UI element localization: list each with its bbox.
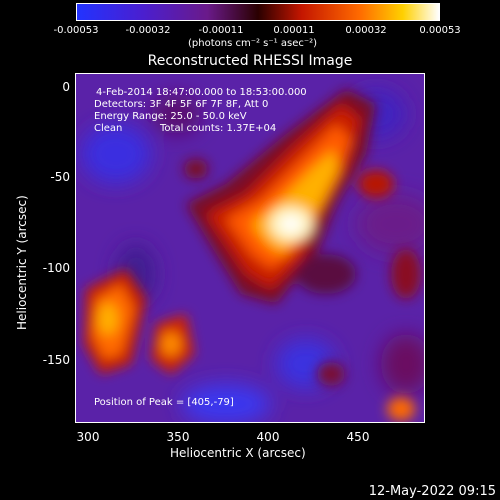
colorbar-tick-label: 0.00032 <box>345 25 387 36</box>
y-tick-label: -100 <box>42 261 70 275</box>
colorbar-tick-label: -0.00053 <box>53 25 99 36</box>
x-axis-label: Heliocentric X (arcsec) <box>170 446 306 460</box>
timestamp: 12-May-2022 09:15 <box>368 484 496 499</box>
colorbar-tick-label: 0.00053 <box>419 25 461 36</box>
emission-source <box>84 89 421 421</box>
rhessi-image-svg <box>76 74 424 422</box>
colorbar-units: (photons cm⁻² s⁻¹ asec⁻²) <box>188 38 318 49</box>
rhessi-image <box>75 73 425 423</box>
y-tick-label: 0 <box>62 80 70 94</box>
y-tick-label: -50 <box>50 170 70 184</box>
x-tick-label: 350 <box>166 430 190 444</box>
image-title: Reconstructed RHESSI Image <box>147 53 353 69</box>
x-tick-label: 300 <box>76 430 100 444</box>
colorbar-tick-label: -0.00011 <box>198 25 244 36</box>
x-tick-label: 400 <box>256 430 280 444</box>
clean-label: Clean <box>94 123 123 134</box>
colorbar-tick-label: -0.00032 <box>125 25 171 36</box>
energy-range-label: Energy Range: 25.0 - 50.0 keV <box>94 111 247 122</box>
detectors-label: Detectors: 3F 4F 5F 6F 7F 8F, Att 0 <box>94 99 269 110</box>
total-counts-label: Total counts: 1.37E+04 <box>160 123 277 134</box>
colorbar <box>76 3 440 21</box>
y-tick-label: -150 <box>42 353 70 367</box>
peak-position-label: Position of Peak = [405,-79] <box>94 397 234 408</box>
y-axis-label: Heliocentric Y (arcsec) <box>15 195 29 330</box>
time-range-label: 4-Feb-2014 18:47:00.000 to 18:53:00.000 <box>96 87 307 98</box>
colorbar-tick-label: 0.00011 <box>273 25 315 36</box>
x-tick-label: 450 <box>346 430 370 444</box>
